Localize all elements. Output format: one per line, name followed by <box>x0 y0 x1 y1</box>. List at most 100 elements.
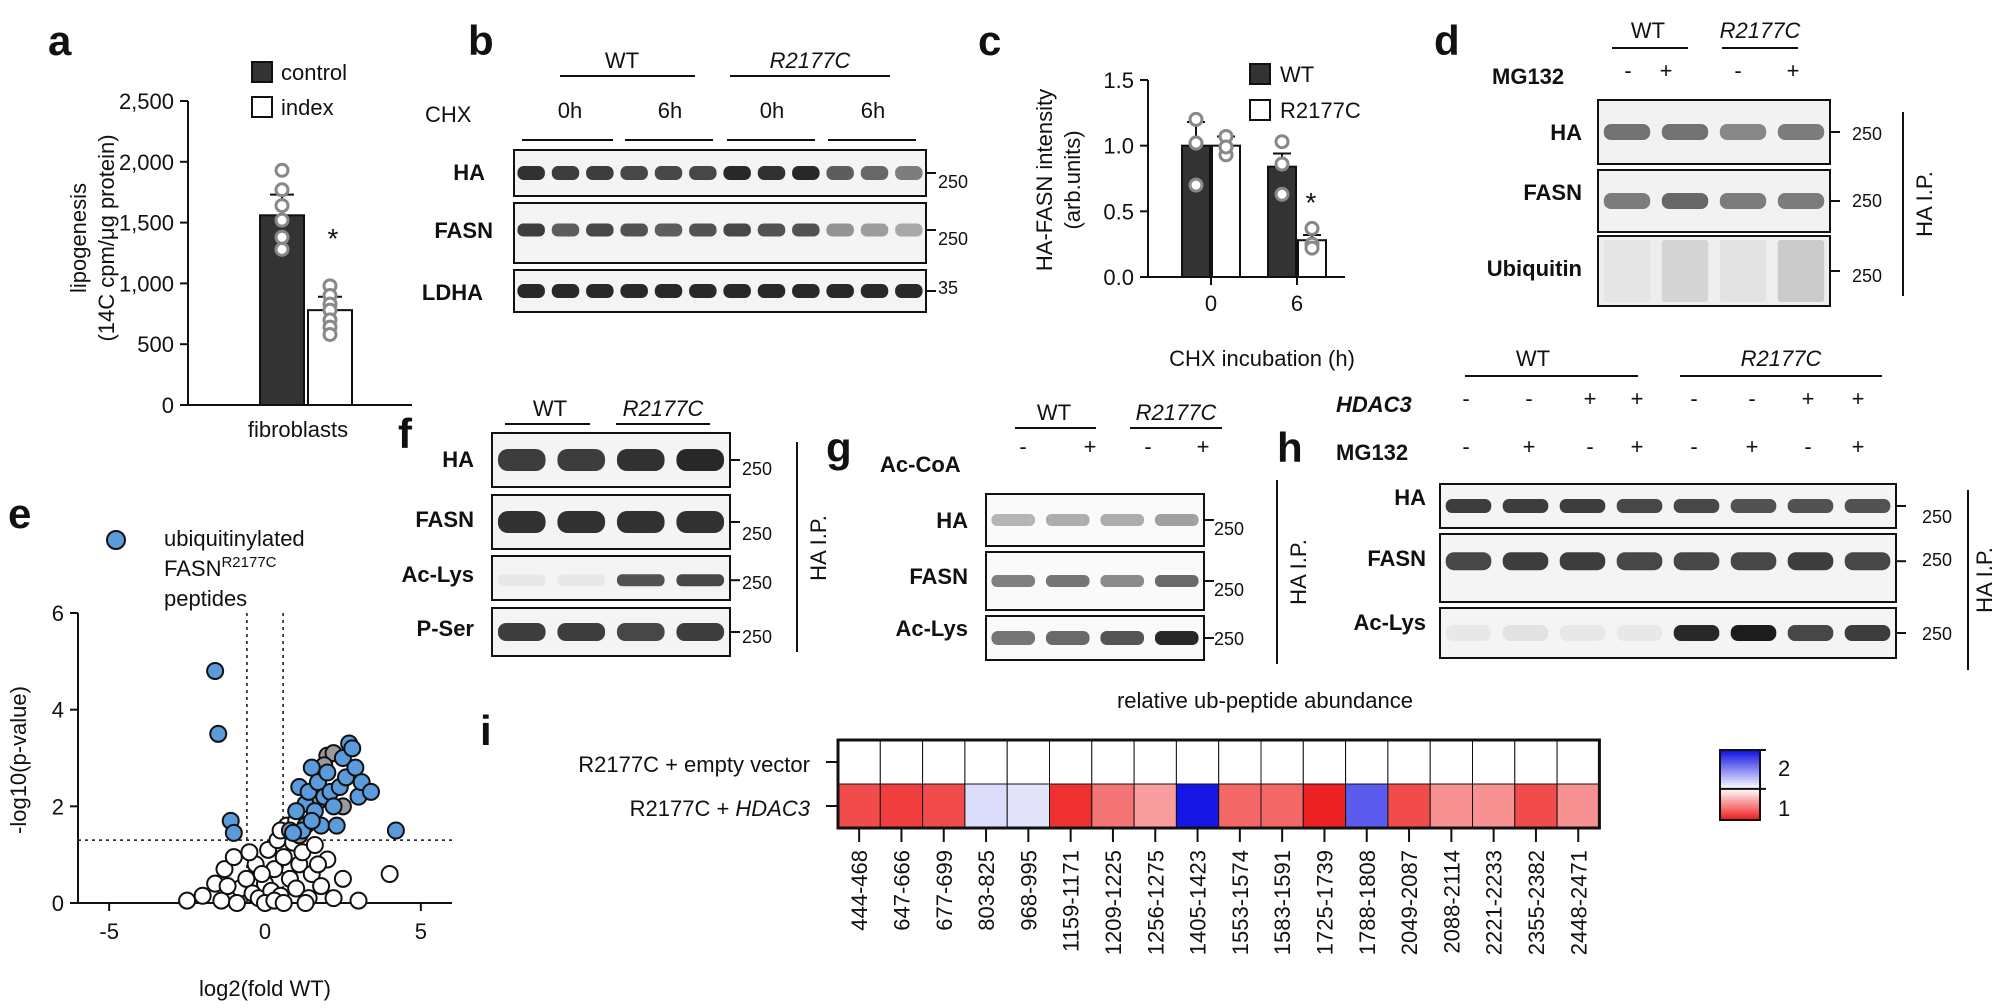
heatmap-row-label: R2177C + HDAC3 <box>630 796 811 821</box>
data-point <box>322 326 338 342</box>
heatmap-col-label: 677-699 <box>932 850 957 931</box>
colorbar-step <box>1720 800 1760 803</box>
group-label-r2177c: R2177C <box>1720 18 1801 43</box>
blot-band <box>792 223 820 237</box>
group-label-wt: WT <box>1516 346 1550 371</box>
heatmap-col-label: 2049-2087 <box>1397 850 1422 955</box>
blot-label-fasn: FASN <box>1367 546 1426 571</box>
panel-a-bars <box>259 162 353 407</box>
blot-band <box>689 166 717 180</box>
blot-band <box>1045 514 1090 526</box>
blot-label-ha: HA <box>1394 485 1426 510</box>
blot-band <box>689 284 717 298</box>
y-tick-label: 1,000 <box>119 271 174 296</box>
blot-band <box>757 284 786 298</box>
blot-band <box>1559 625 1606 641</box>
legend-label-r2177c: R2177C <box>1280 98 1361 123</box>
blot-band <box>551 284 580 298</box>
legend-swatch-control <box>251 61 273 83</box>
heatmap-cell <box>1387 783 1431 829</box>
blot-label-ac-lys: Ac-Lys <box>401 562 474 587</box>
blot-band <box>1154 514 1199 526</box>
heatmap-cell <box>1218 739 1262 785</box>
y-tick-label: 1,500 <box>119 211 174 236</box>
heatmap-col-label: 2088-2114 <box>1439 850 1464 954</box>
heatmap-cell <box>1091 739 1135 785</box>
significance-star: * <box>1306 187 1317 218</box>
heatmap-cell <box>964 783 1008 829</box>
blot-band <box>497 449 546 471</box>
blot-label-ldha: LDHA <box>422 280 483 305</box>
blot-band <box>676 449 725 471</box>
panel-c-xlabel: CHX incubation (h) <box>1169 346 1355 371</box>
scatter-point <box>193 886 212 905</box>
heatmap-row-label: R2177C + empty vector <box>578 752 810 777</box>
blot-label-fasn: FASN <box>909 564 968 589</box>
colorbar-step <box>1720 780 1760 783</box>
heatmap-cell <box>1387 739 1431 785</box>
panel-g-blots <box>985 493 1214 661</box>
group-label-wt: WT <box>605 48 639 73</box>
blot-band <box>1730 552 1777 571</box>
blot-band <box>1045 575 1090 587</box>
blot-band <box>676 574 725 587</box>
panel-e-axes <box>77 613 452 904</box>
colorbar-step <box>1720 760 1760 763</box>
heatmap-cell <box>1260 783 1304 829</box>
sign-hdac3: - <box>1690 386 1697 411</box>
blot-band <box>895 284 923 298</box>
panel-a-ylabel-1: lipogenesis <box>66 183 91 293</box>
panel-c-letter: c <box>978 17 1001 64</box>
blot-band <box>1661 124 1709 140</box>
sign-mg132: + <box>1523 434 1536 459</box>
heatmap-colorbar <box>1719 749 1766 821</box>
sign: + <box>1660 58 1673 83</box>
blot-band <box>551 223 580 237</box>
blot-band <box>620 284 648 298</box>
panel-a-letter: a <box>48 17 72 64</box>
y-tick-label: 4 <box>52 698 64 723</box>
sign: - <box>1734 58 1741 83</box>
legend-swatch-wt <box>1249 63 1271 85</box>
data-point <box>1304 220 1320 236</box>
heatmap-cell <box>879 783 924 829</box>
blot-band <box>991 514 1036 526</box>
heatmap-cell <box>1133 783 1177 829</box>
panel-e-ticks: 6 4 2 0 -5 0 5 <box>52 601 427 944</box>
heatmap-cell <box>1302 783 1347 829</box>
blot-band <box>1502 499 1549 513</box>
blot-band <box>586 166 614 180</box>
colorbar-step <box>1720 810 1760 813</box>
blot-band <box>1559 552 1606 571</box>
panel-d: d WT R2177C MG132 - + - + HA FASN Ubiqui… <box>1434 17 1937 307</box>
heatmap-cell <box>1218 783 1262 829</box>
blot-band <box>557 623 606 641</box>
group-label-r2177c: R2177C <box>770 48 851 73</box>
legend-text-3: peptides <box>164 586 247 611</box>
blot-band <box>616 511 665 533</box>
treatment-label-hdac3: HDAC3 <box>1336 392 1412 417</box>
blot-band <box>792 166 820 180</box>
blot-band <box>689 223 717 237</box>
panel-e-letter: e <box>8 490 31 537</box>
scatter-point <box>327 816 346 835</box>
scatter-point <box>324 889 343 908</box>
panel-c-ylabel-1: HA-FASN intensity <box>1032 89 1057 271</box>
panel-f-letter: f <box>398 410 413 457</box>
scatter-point <box>224 823 243 842</box>
colorbar-step <box>1720 775 1760 778</box>
panel-h: h WT R2177C HDAC3 MG132 - - + + - - + + - + - + - + - +… <box>1277 346 1997 670</box>
treatment-label-chx: CHX <box>425 102 472 127</box>
bar-R2177C-6 <box>1297 239 1327 279</box>
data-point <box>274 212 290 228</box>
blot-band <box>1603 124 1651 140</box>
panel-b-letter: b <box>468 17 494 64</box>
legend-text-1: ubiquitinylated <box>164 526 305 551</box>
blot-band <box>517 166 545 180</box>
x-tick-label: 0 <box>1205 291 1217 316</box>
scatter-point <box>274 894 293 912</box>
heatmap-cell <box>879 739 924 785</box>
blot-band <box>557 511 606 533</box>
blot-band <box>557 574 606 587</box>
heatmap-cell <box>1049 739 1093 785</box>
